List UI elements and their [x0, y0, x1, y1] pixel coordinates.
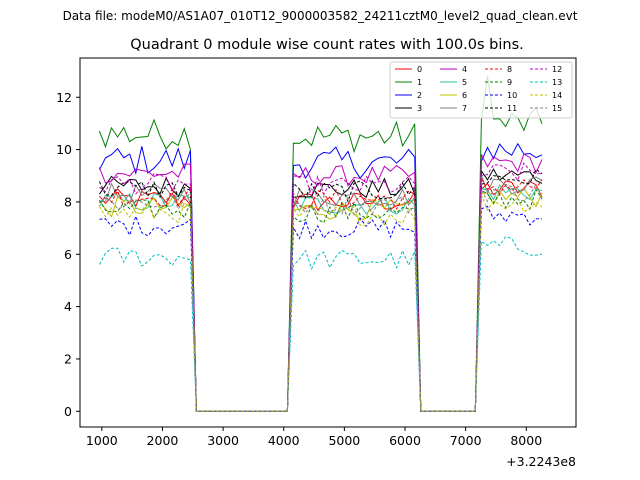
legend-label-15: 15: [552, 104, 562, 113]
data-file-label: Data file: modeM0/AS1A07_010T12_90000035…: [63, 9, 578, 23]
legend-label-7: 7: [462, 104, 467, 113]
x-tick-label: 4000: [268, 433, 300, 448]
legend-label-6: 6: [462, 91, 467, 100]
legend-label-9: 9: [507, 78, 512, 87]
chart-title: Quadrant 0 module wise count rates with …: [130, 37, 524, 53]
legend-label-12: 12: [552, 65, 562, 74]
x-tick-label: 2000: [147, 433, 179, 448]
y-tick-label: 10: [56, 142, 72, 157]
series-line-9: [98, 188, 543, 412]
legend-label-4: 4: [462, 65, 467, 74]
series-line-8: [99, 176, 543, 412]
legend-label-1: 1: [417, 78, 422, 87]
series-line-15: [99, 183, 543, 412]
series-line-12: [99, 162, 543, 412]
y-tick-label: 12: [56, 90, 72, 105]
y-tick-label: 0: [64, 404, 72, 419]
legend-label-3: 3: [417, 104, 422, 113]
legend-label-13: 13: [552, 78, 562, 87]
x-tick-label: 5000: [328, 433, 360, 448]
x-tick-label: 1000: [86, 433, 118, 448]
x-tick-label: 6000: [389, 433, 421, 448]
y-tick-label: 8: [64, 194, 72, 209]
y-tick-label: 2: [64, 351, 72, 366]
legend-label-11: 11: [507, 104, 517, 113]
axes-frame: [79, 57, 577, 428]
legend-label-8: 8: [507, 65, 512, 74]
series-line-1: [98, 76, 543, 412]
plot-area: [98, 76, 543, 412]
y-tick-label: 6: [64, 247, 72, 262]
x-tick-label: 3000: [207, 433, 239, 448]
x-tick-label: 8000: [510, 433, 542, 448]
axis-ticks: 1000 2000 3000 4000 5000 6000 7000 8000 0 2 4 6 8 10 1…: [56, 90, 542, 448]
legend-label-2: 2: [417, 91, 422, 100]
legend-label-14: 14: [552, 91, 562, 100]
legend-label-0: 0: [417, 65, 422, 74]
legend-label-10: 10: [507, 91, 517, 100]
x-tick-label: 7000: [450, 433, 482, 448]
legend-box: [389, 61, 573, 119]
y-tick-label: 4: [64, 299, 72, 314]
legend-label-5: 5: [462, 78, 467, 87]
x-offset-label: +3.2243e8: [506, 454, 576, 469]
